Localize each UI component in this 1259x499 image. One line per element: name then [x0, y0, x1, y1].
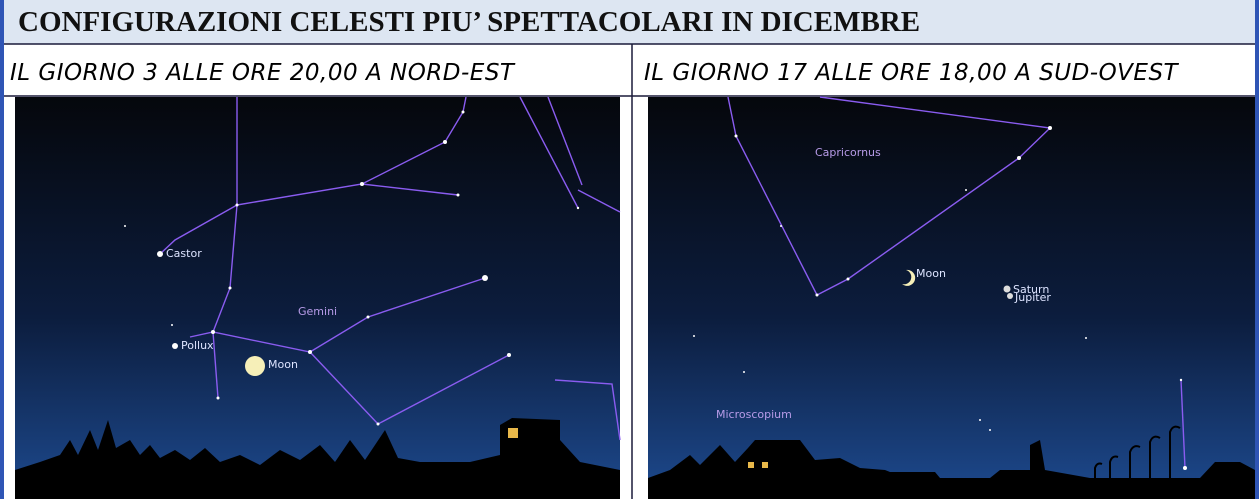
star-label: Castor [166, 247, 202, 260]
constellation-label: Microscopium [716, 408, 792, 421]
sky-image-left: Castor Gemini Pollux Moon [15, 97, 620, 499]
moon-label: Moon [916, 267, 946, 280]
star-label: Pollux [181, 339, 214, 352]
moon-label: Moon [268, 358, 298, 371]
sky-image-right: Capricornus Moon Saturn Jupiter Microsco… [648, 97, 1255, 499]
left-edge [0, 0, 4, 499]
planet-label: Jupiter [1014, 291, 1051, 304]
constellation-label: Capricornus [815, 146, 881, 159]
column-heading: IL GIORNO 17 ALLE ORE 18,00 A SUD-OVEST [644, 60, 1180, 86]
page: CONFIGURAZIONI CELESTI PIU’ SPETTACOLARI… [0, 0, 1259, 499]
column-heading: IL GIORNO 3 ALLE ORE 20,00 A NORD-EST [10, 60, 516, 86]
right-edge [1255, 0, 1259, 499]
constellation-label: Gemini [298, 305, 337, 318]
title: CONFIGURAZIONI CELESTI PIU’ SPETTACOLARI… [18, 6, 920, 38]
